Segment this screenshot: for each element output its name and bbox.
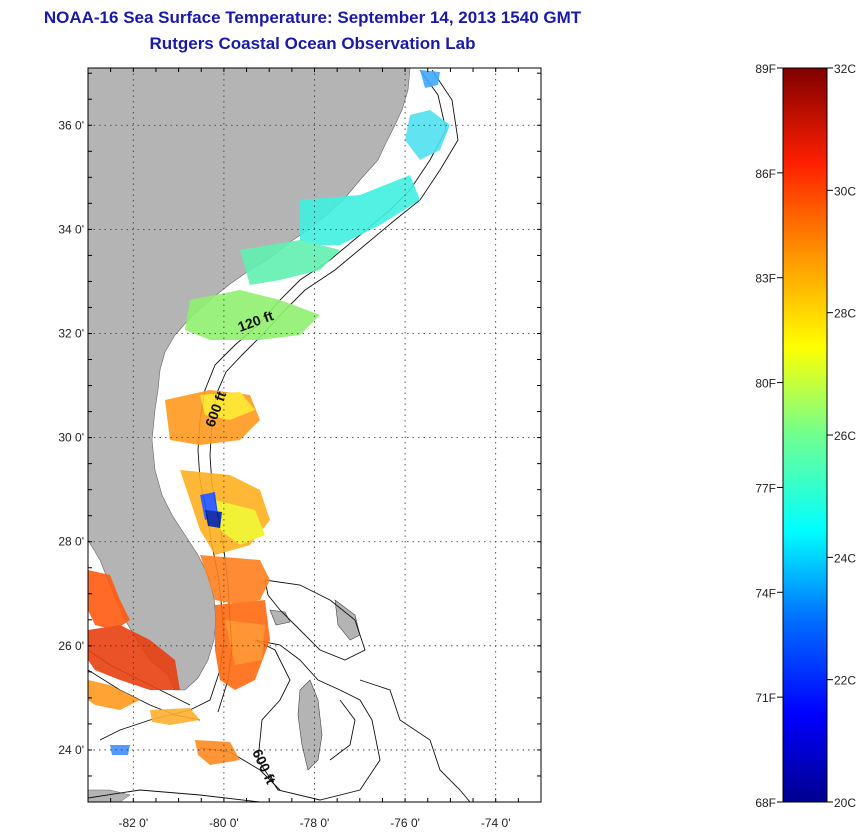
lon-tick-label: -78 0' (300, 816, 330, 830)
colorbar-label-f: 83F (755, 272, 776, 286)
lon-tick-label: -80 0' (209, 816, 239, 830)
lat-tick-label: 28 0' (58, 535, 84, 549)
colorbar-label-c: 24C (834, 551, 856, 565)
colorbar-label-c: 32C (834, 62, 856, 76)
colorbar-label-f: 68F (755, 796, 776, 810)
colorbar (782, 67, 828, 803)
longitude-labels: -82 0' -80 0' -78 0' -76 0' -74 0' (118, 816, 510, 830)
lat-tick-label: 32 0' (58, 326, 84, 340)
colorbar-label-f: 74F (755, 586, 776, 600)
colorbar-label-f: 80F (755, 377, 776, 391)
colorbar-label-f: 71F (755, 691, 776, 705)
colorbar-label-c: 22C (834, 674, 856, 688)
colorbar-labels-fahrenheit: 89F 86F 83F 80F 77F 74F 71F 68F (755, 62, 783, 810)
land-bahamas-3 (269, 609, 291, 626)
map-title: NOAA-16 Sea Surface Temperature: Septemb… (43, 8, 582, 27)
latitude-labels: 36 0' 34 0' 32 0' 30 0' 28 0' 26 0' 24 0' (58, 118, 84, 757)
colorbar-label-f: 89F (755, 62, 776, 76)
lat-tick-label: 36 0' (58, 118, 84, 132)
lon-tick-label: -74 0' (481, 816, 511, 830)
colorbar-label-c: 20C (834, 796, 856, 810)
colorbar-label-c: 28C (834, 307, 856, 321)
land-bahamas-1 (297, 679, 323, 771)
colorbar-labels-celsius: 32C 30C 28C 26C 24C 22C 20C (827, 62, 856, 810)
lat-tick-label: 30 0' (58, 431, 84, 445)
axis-ticks (87, 68, 542, 803)
lon-tick-label: -76 0' (390, 816, 420, 830)
grid (88, 68, 541, 802)
lon-tick-label: -82 0' (118, 816, 148, 830)
colorbar-label-f: 77F (755, 481, 776, 495)
colorbar-label-c: 26C (834, 429, 856, 443)
lat-tick-label: 34 0' (58, 222, 84, 236)
lat-tick-label: 26 0' (58, 639, 84, 653)
lat-tick-label: 24 0' (58, 743, 84, 757)
map-subtitle: Rutgers Coastal Ocean Observation Lab (149, 34, 476, 53)
colorbar-label-c: 30C (834, 184, 856, 198)
sst-data (88, 70, 450, 765)
land-bahamas-2 (334, 599, 361, 641)
colorbar-label-f: 86F (755, 167, 776, 181)
